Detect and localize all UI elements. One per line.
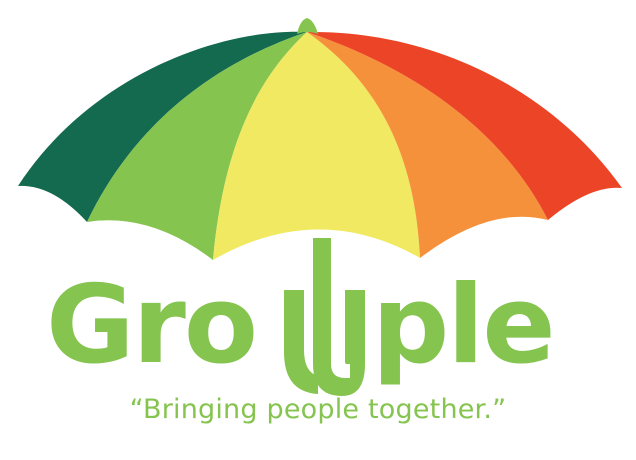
wordmark-text-left: Gro [46, 263, 256, 388]
canopy-panel-dark-green [18, 31, 307, 222]
umbrella-handle [313, 238, 365, 396]
wordmark-text-right: ple [372, 263, 554, 388]
wordmark-u-left-stroke [284, 290, 318, 394]
canopy-panel-yellow [213, 32, 420, 260]
canopy-panel-green [87, 32, 307, 260]
canopy-panel-orange [307, 32, 548, 258]
umbrella-canopy [18, 18, 622, 260]
tagline: “Bringing people together.” [129, 394, 507, 425]
umbrella-tip [297, 18, 318, 34]
canopy-panel-red [307, 31, 622, 220]
wordmark: Gro ple [46, 238, 556, 396]
